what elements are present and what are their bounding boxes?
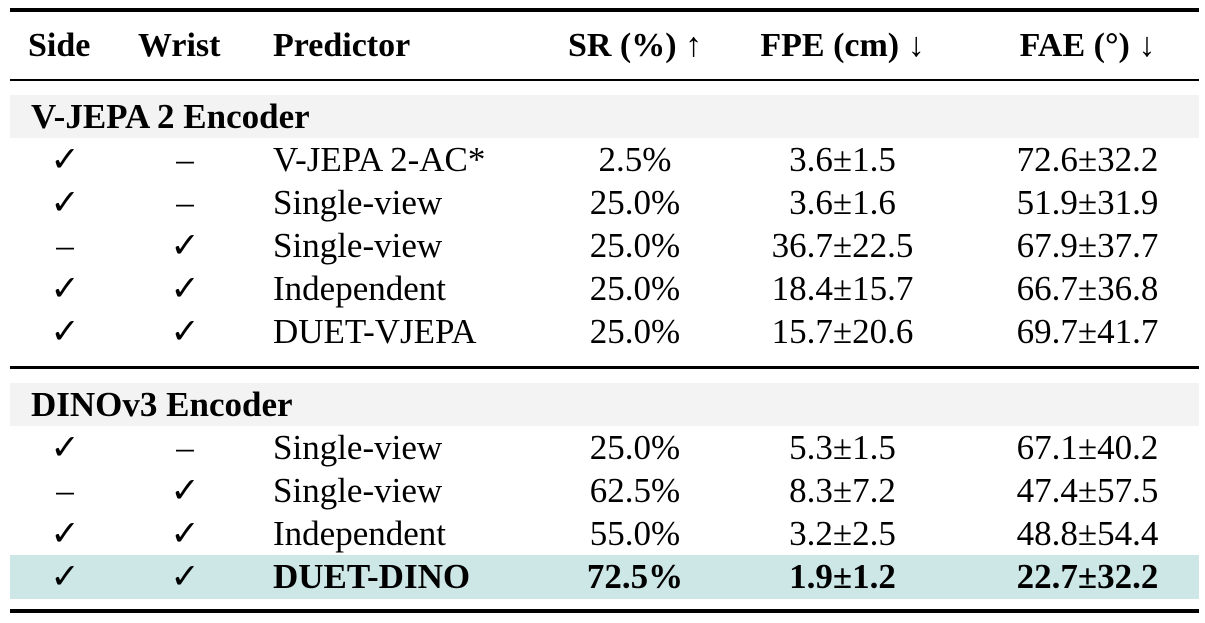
fae-cell: 47.4±57.5 (1016, 471, 1159, 510)
wrist-cell: ✓ (170, 269, 200, 308)
fae-cell: 72.6±32.2 (1016, 140, 1159, 179)
table-row: ✓ ✓ Independent 25.0% 18.4±15.7 66.7±36.… (10, 267, 1199, 311)
table-row: – ✓ Single-view 25.0% 36.7±22.5 67.9±37.… (10, 224, 1199, 268)
fae-cell: 67.1±40.2 (1016, 428, 1159, 467)
header-fpe: FPE (cm) ↓ (760, 27, 925, 64)
sr-cell: 72.5% (586, 557, 684, 596)
section-title: DINOv3 Encoder (31, 385, 293, 424)
side-cell: ✓ (50, 269, 80, 308)
top-rule (10, 8, 1199, 12)
table-row: ✓ – V-JEPA 2-AC* 2.5% 3.6±1.5 72.6±32.2 (10, 138, 1199, 182)
section-title: V-JEPA 2 Encoder (31, 97, 310, 136)
fpe-cell: 8.3±7.2 (789, 471, 896, 510)
predictor-cell: Single-view (273, 471, 443, 510)
table-row-highlighted: ✓ ✓ DUET-DINO 72.5% 1.9±1.2 22.7±32.2 (10, 555, 1199, 599)
predictor-cell: Independent (273, 514, 446, 553)
sr-cell: 25.0% (589, 312, 681, 351)
fpe-cell: 18.4±15.7 (771, 269, 914, 308)
fae-cell: 22.7±32.2 (1016, 557, 1159, 596)
section-header-dinov3: DINOv3 Encoder (10, 383, 1199, 426)
fpe-cell: 5.3±1.5 (789, 428, 896, 467)
predictor-cell: V-JEPA 2-AC* (273, 140, 486, 179)
fpe-cell: 3.6±1.5 (789, 140, 896, 179)
section-header-vjepa: V-JEPA 2 Encoder (10, 95, 1199, 138)
table-row: ✓ ✓ Independent 55.0% 3.2±2.5 48.8±54.4 (10, 512, 1199, 556)
wrist-cell: ✓ (170, 471, 200, 510)
results-table: Side Wrist Predictor SR (%) ↑ FPE (cm) ↓… (10, 0, 1199, 623)
fpe-cell: 3.6±1.6 (789, 183, 896, 222)
bottom-rule (10, 609, 1199, 613)
side-cell: ✓ (50, 183, 80, 222)
header-row: Side Wrist Predictor SR (%) ↑ FPE (cm) ↓… (10, 24, 1199, 68)
header-fae: FAE (°) ↓ (1019, 27, 1156, 64)
sr-cell: 25.0% (589, 428, 681, 467)
side-cell: ✓ (50, 312, 80, 351)
fae-cell: 67.9±37.7 (1016, 226, 1159, 265)
predictor-cell: DUET-VJEPA (273, 312, 477, 351)
side-cell: – (56, 471, 74, 510)
header-predictor: Predictor (273, 27, 411, 64)
header-wrist: Wrist (138, 27, 221, 64)
header-side: Side (28, 27, 91, 64)
fae-cell: 66.7±36.8 (1016, 269, 1159, 308)
header-sr: SR (%) ↑ (567, 27, 703, 64)
sr-cell: 55.0% (589, 514, 681, 553)
wrist-cell: – (176, 140, 194, 179)
fae-cell: 51.9±31.9 (1016, 183, 1159, 222)
predictor-cell: Single-view (273, 183, 443, 222)
header-rule (10, 79, 1199, 81)
fpe-cell: 36.7±22.5 (771, 226, 914, 265)
sr-cell: 25.0% (589, 183, 681, 222)
fpe-cell: 15.7±20.6 (771, 312, 914, 351)
wrist-cell: ✓ (170, 514, 200, 553)
side-cell: ✓ (50, 140, 80, 179)
side-cell: ✓ (50, 514, 80, 553)
predictor-cell: DUET-DINO (273, 557, 471, 596)
section-rule (10, 366, 1199, 369)
wrist-cell: ✓ (170, 226, 200, 265)
table-row: ✓ ✓ DUET-VJEPA 25.0% 15.7±20.6 69.7±41.7 (10, 310, 1199, 354)
fpe-cell: 3.2±2.5 (789, 514, 896, 553)
fae-cell: 69.7±41.7 (1016, 312, 1159, 351)
sr-cell: 62.5% (589, 471, 681, 510)
wrist-cell: – (176, 428, 194, 467)
sr-cell: 25.0% (589, 226, 681, 265)
sr-cell: 25.0% (589, 269, 681, 308)
fpe-cell: 1.9±1.2 (789, 557, 896, 596)
fae-cell: 48.8±54.4 (1016, 514, 1159, 553)
wrist-cell: – (176, 183, 194, 222)
side-cell: ✓ (50, 557, 80, 596)
side-cell: ✓ (50, 428, 80, 467)
wrist-cell: ✓ (170, 557, 200, 596)
table-row: ✓ – Single-view 25.0% 5.3±1.5 67.1±40.2 (10, 426, 1199, 470)
table-row: ✓ – Single-view 25.0% 3.6±1.6 51.9±31.9 (10, 181, 1199, 225)
predictor-cell: Single-view (273, 226, 443, 265)
sr-cell: 2.5% (598, 140, 672, 179)
side-cell: – (56, 226, 74, 265)
predictor-cell: Single-view (273, 428, 443, 467)
predictor-cell: Independent (273, 269, 446, 308)
table-row: – ✓ Single-view 62.5% 8.3±7.2 47.4±57.5 (10, 469, 1199, 513)
wrist-cell: ✓ (170, 312, 200, 351)
